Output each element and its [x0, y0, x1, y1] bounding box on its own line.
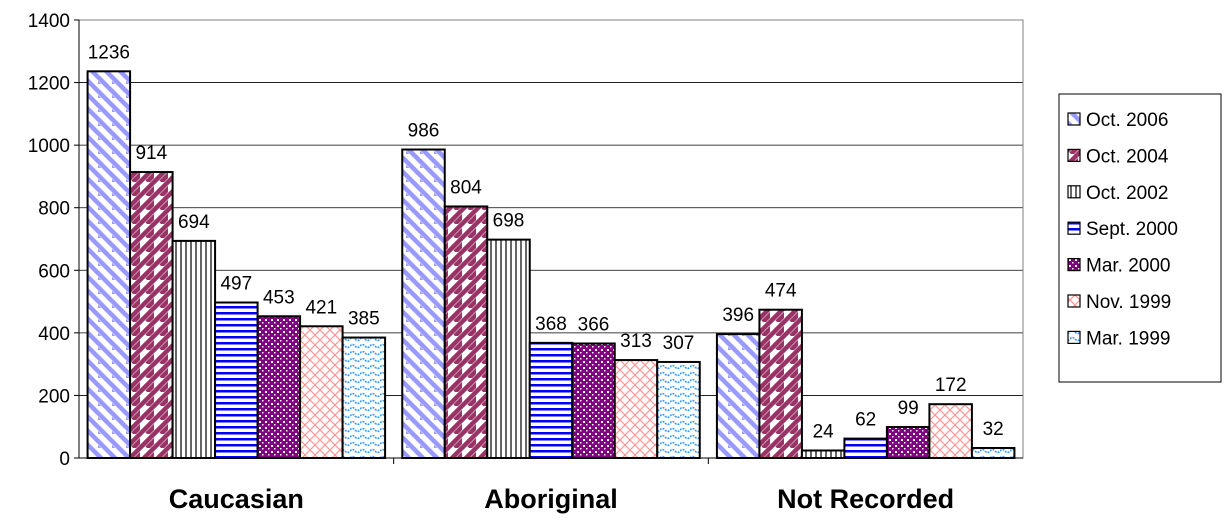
legend-swatch: [1067, 148, 1081, 162]
data-label: 986: [408, 121, 440, 142]
legend-label: Mar. 2000: [1086, 256, 1171, 277]
bar: [928, 403, 973, 459]
bars: [86, 70, 1016, 460]
bar: [656, 360, 701, 459]
bar: [256, 315, 302, 460]
data-label: 24: [813, 421, 835, 442]
data-label: 421: [305, 297, 337, 318]
bar: [528, 341, 574, 459]
bar: [571, 342, 616, 460]
data-label: 497: [220, 274, 252, 295]
legend: Oct. 2006 Oct. 2004 Oct. 2002 Sept. 2000 Mar…: [1058, 93, 1222, 383]
bar: [86, 70, 132, 460]
legend-swatch: [1067, 185, 1081, 199]
data-label: 172: [935, 375, 967, 396]
data-label: 385: [348, 309, 380, 330]
bar: [800, 449, 846, 459]
data-label: 99: [898, 398, 919, 419]
data-label: 32: [983, 419, 1004, 440]
bar: [885, 426, 931, 459]
category-label: Caucasian: [169, 484, 304, 514]
data-label: 474: [765, 281, 797, 302]
bar: [171, 239, 217, 459]
legend-label: Sept. 2000: [1086, 219, 1178, 240]
data-label: 914: [135, 143, 167, 164]
axes: [74, 19, 1023, 464]
data-label: 698: [493, 211, 525, 232]
data-label: 396: [722, 305, 754, 326]
bar: [970, 446, 1016, 460]
data-label: 62: [855, 410, 876, 431]
legend-label: Oct. 2002: [1086, 183, 1168, 204]
legend-frame: [1058, 93, 1222, 383]
bar: [486, 238, 531, 459]
y-tick-label: 0: [59, 449, 70, 470]
y-tick-label: 400: [38, 324, 70, 345]
y-tick-label: 1200: [28, 74, 70, 95]
bar: [341, 336, 387, 459]
data-labels: 1236 914 694 497 453 421 385 986 804 698 368 366 313…: [88, 42, 1004, 442]
data-label: 368: [535, 314, 567, 335]
bar: [715, 333, 761, 460]
legend-swatch: [1067, 221, 1081, 235]
legend-label: Oct. 2006: [1086, 110, 1168, 131]
legend-swatch: [1067, 330, 1081, 344]
data-label: 453: [263, 287, 295, 308]
bar: [758, 308, 803, 459]
data-label: 307: [663, 333, 695, 354]
bar: [299, 325, 344, 459]
bar: [443, 205, 489, 459]
category-label: Aboriginal: [484, 484, 618, 514]
data-label: 1236: [88, 42, 130, 63]
bar: [129, 171, 174, 459]
data-label: 804: [450, 177, 482, 198]
bar: [401, 148, 446, 459]
y-tick-label: 600: [38, 261, 70, 282]
legend-swatch: [1067, 112, 1081, 126]
bar: [214, 301, 259, 460]
legend-label: Mar. 1999: [1086, 328, 1171, 349]
y-tick-label: 1000: [28, 136, 70, 157]
bar: [843, 437, 888, 459]
legend-swatch: [1067, 294, 1081, 308]
data-label: 694: [178, 212, 210, 233]
legend-label: Nov. 1999: [1086, 292, 1171, 313]
data-label: 366: [578, 314, 610, 335]
y-axis-tick-labels: 0 200 400 600 800 1000 1200 1400: [28, 11, 70, 470]
y-tick-label: 200: [38, 386, 70, 407]
legend-swatch: [1067, 258, 1081, 272]
x-axis-category-labels: Caucasian Aboriginal Not Recorded: [169, 484, 954, 514]
data-label: 313: [620, 331, 652, 352]
y-tick-label: 1400: [28, 11, 70, 32]
bar: [613, 359, 659, 459]
legend-label: Oct. 2004: [1086, 146, 1169, 167]
y-tick-label: 800: [38, 199, 70, 220]
category-label: Not Recorded: [777, 484, 954, 514]
